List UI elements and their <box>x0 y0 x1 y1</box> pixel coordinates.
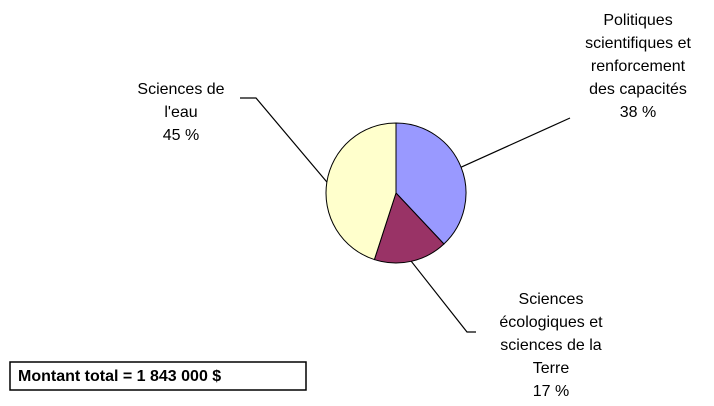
leader-line <box>460 117 571 168</box>
pie-slice <box>325 122 397 261</box>
value-label: 38 % <box>620 104 656 121</box>
slice-label: Terre <box>533 360 570 377</box>
value-label: 45 % <box>163 127 199 144</box>
slice-label: des capacités <box>589 81 687 98</box>
slice-label: Politiques <box>603 12 672 29</box>
slice-label: Sciences de <box>137 81 224 98</box>
annotation-box <box>9 361 307 391</box>
slice-label: sciences de la <box>500 337 601 354</box>
slice-label: Sciences <box>519 291 584 308</box>
leader-line <box>410 260 476 333</box>
slice-label: l'eau <box>164 104 197 121</box>
leader-line <box>240 97 328 183</box>
pie-slice <box>395 122 467 245</box>
pie-slice <box>373 192 445 264</box>
slice-label: scientifiques et <box>585 35 691 52</box>
slice-label: écologiques et <box>499 314 603 331</box>
value-label: 17 % <box>533 383 569 400</box>
slice-label: renforcement <box>591 58 686 75</box>
annotation: Montant total = 1 843 000 $ <box>18 368 221 385</box>
